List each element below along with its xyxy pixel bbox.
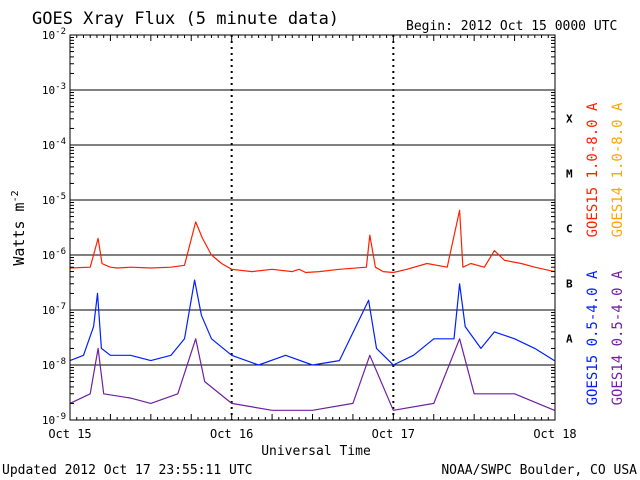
y-tick-label: 10-2 <box>42 27 66 42</box>
y-axis-label-exponent: -2 <box>10 190 21 202</box>
y-tick-label: 10-9 <box>42 412 66 427</box>
series-goes14-short-line <box>69 338 555 411</box>
grid <box>70 35 555 420</box>
plot-frame <box>69 34 556 421</box>
x-tick-label: Oct 15 <box>48 427 91 441</box>
y-tick-base: 10 <box>42 414 55 427</box>
x-axis-ticks: Oct 15 Oct 16 Oct 17 Oct 18 <box>48 35 577 441</box>
x-tick-label: Oct 17 <box>372 427 415 441</box>
y-tick-label: 10-8 <box>42 357 66 372</box>
y-tick-exponent: -8 <box>55 357 66 367</box>
y-tick-base: 10 <box>42 304 55 317</box>
y-tick-label: 10-5 <box>42 192 66 207</box>
y-axis-label: Watts m-2 <box>10 190 28 265</box>
y-tick-exponent: -7 <box>55 302 66 312</box>
x-axis-label: Universal Time <box>261 444 371 459</box>
legend-goes14-short: GOES14 0.5-4.0 A <box>610 270 626 405</box>
flare-class-label: C <box>566 223 573 236</box>
y-tick-exponent: -9 <box>55 412 66 422</box>
legend-goes15-long: GOES15 1.0-8.0 A <box>585 102 601 237</box>
y-tick-base: 10 <box>42 29 55 42</box>
y-tick-label: 10-7 <box>42 302 66 317</box>
series-group <box>69 209 555 411</box>
series-goes15-short-line <box>69 279 555 366</box>
flare-class-label: M <box>566 168 573 181</box>
chart-title: GOES Xray Flux (5 minute data) <box>32 9 339 29</box>
y-tick-label: 10-4 <box>42 137 66 152</box>
legend-goes14-long: GOES14 1.0-8.0 A <box>610 102 626 237</box>
x-tick-label: Oct 16 <box>210 427 253 441</box>
updated-timestamp: Updated 2012 Oct 17 23:55:11 UTC <box>2 463 252 478</box>
y-tick-label: 10-6 <box>42 247 66 262</box>
y-tick-base: 10 <box>42 249 55 262</box>
y-tick-base: 10 <box>42 359 55 372</box>
y-tick-exponent: -2 <box>55 27 66 37</box>
source-credit: NOAA/SWPC Boulder, CO USA <box>441 463 637 478</box>
y-tick-base: 10 <box>42 194 55 207</box>
flare-class-labels: A B C M X <box>566 113 573 346</box>
flare-class-label: A <box>566 333 573 346</box>
y-tick-exponent: -4 <box>55 137 66 147</box>
flare-class-label: X <box>566 113 573 126</box>
begin-label: Begin: 2012 Oct 15 0000 UTC <box>406 19 617 34</box>
y-axis-label-main: Watts m <box>10 202 28 265</box>
y-tick-exponent: -3 <box>55 82 66 92</box>
y-tick-base: 10 <box>42 84 55 97</box>
y-tick-label: 10-3 <box>42 82 66 97</box>
x-tick-label: Oct 18 <box>533 427 576 441</box>
legend-goes15-short: GOES15 0.5-4.0 A <box>585 270 601 405</box>
y-tick-exponent: -5 <box>55 192 66 202</box>
y-tick-exponent: -6 <box>55 247 66 257</box>
series-goes15-long-line <box>69 209 555 274</box>
y-tick-base: 10 <box>42 139 55 152</box>
flare-class-label: B <box>566 278 573 291</box>
y-axis-ticks: 10-910-810-710-610-510-410-310-2 <box>42 27 555 427</box>
